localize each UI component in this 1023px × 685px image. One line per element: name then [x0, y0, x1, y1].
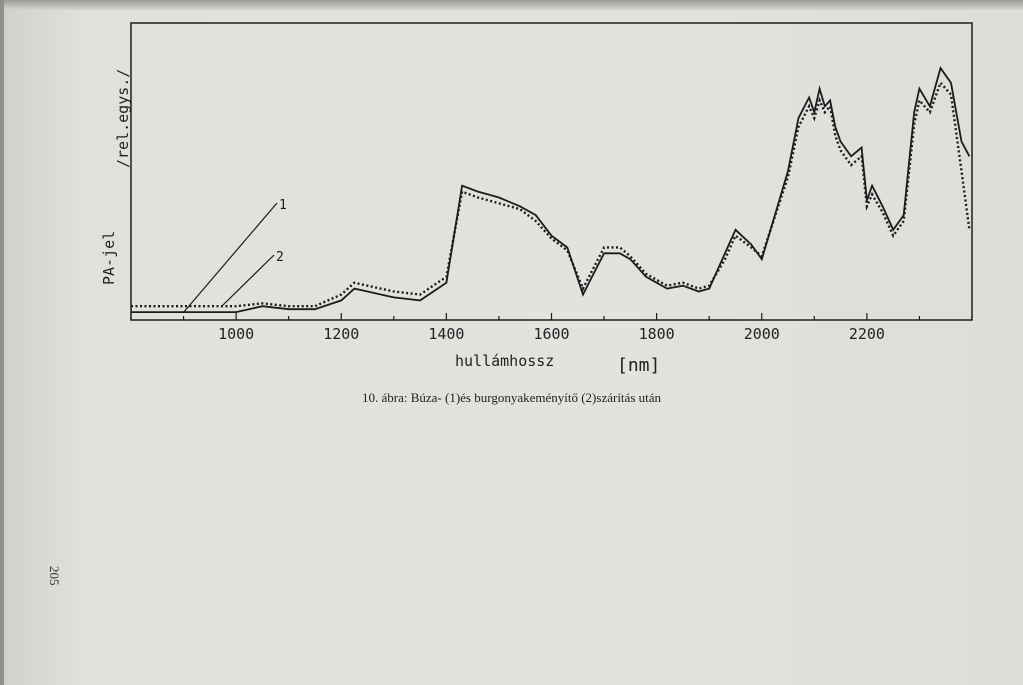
x-ticks: 1000 1200 1400 1600 1800 2000 2200 [130, 313, 973, 343]
curve-label-1: 1 [279, 198, 287, 213]
series-line-2 [131, 80, 971, 308]
page-number: 205 [47, 566, 62, 586]
plot-frame [130, 22, 973, 321]
x-tick-label: 1600 [533, 325, 569, 343]
page-binding-edge [0, 0, 4, 685]
curves-group [131, 66, 971, 314]
x-tick-label: 1200 [323, 325, 359, 343]
label-leaders: 12 [182, 198, 287, 314]
x-axis-unit: [nm] [617, 355, 660, 376]
x-tick-label: 1400 [428, 325, 464, 343]
leader-line-1 [182, 202, 278, 314]
x-tick-label: 1000 [218, 325, 254, 343]
figure-caption: 10. ábra: Búza- (1)és burgonyakeményítő … [361, 390, 662, 405]
series-line-1 [131, 66, 971, 314]
page-top-edge [0, 0, 1023, 10]
y-axis-label-right: /rel.egys./ [114, 69, 132, 168]
x-tick-label: 2200 [849, 325, 885, 343]
curve-label-2: 2 [276, 250, 284, 265]
leader-line-2 [221, 254, 275, 307]
x-tick-label: 1800 [639, 325, 675, 343]
x-tick-label: 2000 [744, 325, 780, 343]
x-axis-label: hullámhossz [455, 352, 554, 370]
y-axis-label-left: PA-jel [100, 231, 118, 285]
